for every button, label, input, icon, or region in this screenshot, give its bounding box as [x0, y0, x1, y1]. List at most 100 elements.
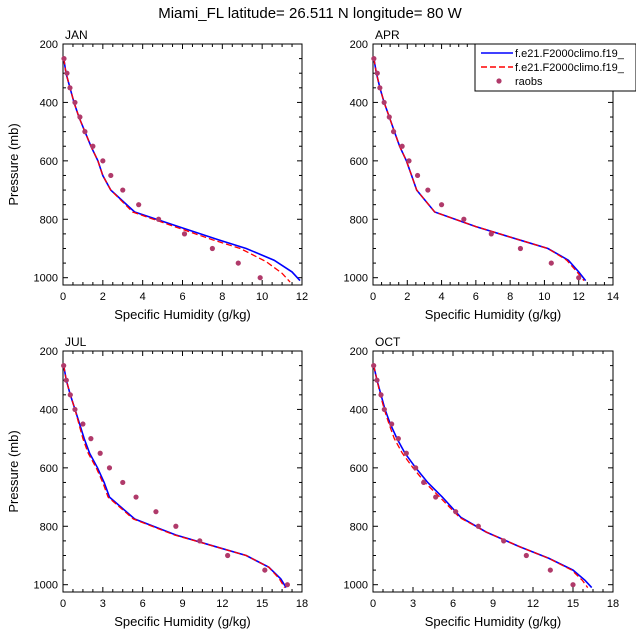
- raobs-point: [82, 129, 88, 135]
- raobs-point: [425, 187, 431, 193]
- y-tick-label: 200: [40, 39, 58, 51]
- x-tick-label: 0: [60, 598, 66, 610]
- raobs-point: [120, 479, 126, 486]
- x-tick-label: 4: [140, 291, 146, 303]
- raobs-point: [133, 494, 139, 500]
- raobs-point: [120, 187, 126, 193]
- raobs-point: [153, 509, 159, 515]
- figure-title: Miami_FL latitude= 26.511 N longitude= 8…: [158, 5, 462, 22]
- y-tick-label: 400: [350, 97, 368, 109]
- y-tick-label: 800: [350, 521, 368, 533]
- y-tick-label: 600: [40, 463, 58, 475]
- raobs-point: [173, 523, 179, 529]
- x-tick-label: 0: [60, 291, 66, 303]
- raobs-point: [406, 158, 412, 164]
- model-line-dashed: [63, 365, 286, 588]
- raobs-point: [399, 143, 405, 149]
- raobs-point: [438, 202, 445, 208]
- x-tick-label: 14: [607, 291, 619, 303]
- raobs-point: [433, 494, 439, 500]
- model-line-dashed: [63, 58, 291, 283]
- x-tick-label: 15: [256, 598, 268, 610]
- panel-title: APR: [375, 28, 400, 42]
- x-tick-label: 9: [490, 598, 496, 610]
- x-tick-label: 18: [607, 598, 619, 610]
- raobs-point: [461, 216, 467, 222]
- raobs-point: [413, 465, 419, 471]
- raobs-point: [453, 509, 459, 515]
- x-tick-label: 10: [256, 291, 268, 303]
- raobs-point: [377, 85, 383, 91]
- x-tick-label: 3: [100, 598, 106, 610]
- y-tick-label: 600: [350, 463, 368, 475]
- x-tick-label: 0: [370, 291, 376, 303]
- raobs-point: [403, 450, 409, 456]
- legend-marker: [496, 78, 502, 84]
- x-tick-label: 4: [439, 291, 445, 303]
- raobs-point: [374, 70, 380, 76]
- raobs-point: [381, 406, 387, 413]
- raobs-point: [63, 377, 69, 383]
- model-line-solid: [372, 365, 593, 589]
- x-tick-label: 12: [573, 291, 585, 303]
- panel-oct: 0 3 6 9 12 15 18 200 400 600 800 1000 OCT Specific Hu…: [344, 335, 620, 629]
- raobs-point: [488, 231, 494, 237]
- panel-jul: 0 3 6 9 12 15 18 200 400 600 800 1000 JUL Specific Hu…: [6, 335, 308, 629]
- x-axis-label: Specific Humidity (g/kg): [425, 614, 562, 629]
- x-tick-label: 12: [527, 598, 539, 610]
- y-tick-label: 400: [40, 404, 58, 416]
- y-tick-label: 400: [350, 404, 368, 416]
- raobs-point: [395, 436, 401, 442]
- x-tick-label: 6: [140, 598, 146, 610]
- x-tick-label: 18: [296, 598, 308, 610]
- raobs-point: [371, 56, 377, 62]
- raobs-point: [80, 421, 86, 427]
- model-line-dashed: [373, 58, 585, 282]
- raobs-point: [108, 172, 114, 179]
- raobs-point: [371, 363, 377, 369]
- raobs-point: [284, 582, 290, 588]
- y-tick-label: 1000: [34, 273, 58, 285]
- raobs-point: [421, 479, 427, 486]
- raobs-point: [390, 129, 397, 135]
- raobs-point: [475, 523, 481, 529]
- raobs-point: [156, 216, 162, 222]
- x-tick-label: 2: [404, 291, 410, 303]
- x-tick-label: 8: [219, 291, 225, 303]
- raobs-point: [576, 275, 582, 281]
- x-axis-label: Specific Humidity (g/kg): [114, 614, 251, 629]
- raobs-point: [257, 275, 263, 281]
- model-line-solid: [62, 365, 287, 589]
- y-axis-label: Pressure (mb): [6, 123, 21, 205]
- raobs-point: [262, 567, 268, 573]
- raobs-point: [517, 245, 524, 252]
- raobs-point: [548, 260, 554, 266]
- raobs-point: [378, 392, 384, 398]
- panel-title: OCT: [375, 335, 401, 349]
- raobs-point: [386, 114, 392, 120]
- panel-title: JAN: [65, 28, 88, 42]
- legend-label: f.e21.F2000climo.f19_: [515, 62, 625, 74]
- model-line-solid: [373, 58, 587, 282]
- raobs-point: [100, 158, 106, 164]
- raobs-point: [523, 552, 529, 559]
- raobs-point: [67, 392, 73, 398]
- y-tick-label: 400: [40, 97, 58, 109]
- x-tick-label: 3: [410, 598, 416, 610]
- raobs-point: [235, 260, 241, 266]
- y-tick-label: 800: [40, 521, 58, 533]
- x-tick-label: 9: [179, 598, 185, 610]
- raobs-point: [225, 552, 231, 559]
- raobs-point: [90, 143, 96, 149]
- raobs-point: [97, 450, 103, 456]
- raobs-point: [374, 377, 380, 383]
- y-tick-label: 600: [350, 156, 368, 168]
- x-tick-label: 6: [473, 291, 479, 303]
- raobs-point: [77, 114, 83, 120]
- model-line-dashed: [373, 365, 589, 588]
- raobs-point: [136, 202, 142, 208]
- raobs-point: [414, 172, 421, 179]
- panel-title: JUL: [65, 335, 87, 349]
